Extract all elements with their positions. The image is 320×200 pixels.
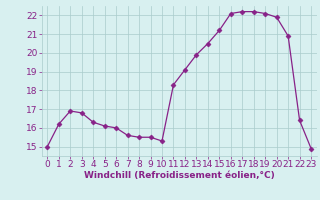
X-axis label: Windchill (Refroidissement éolien,°C): Windchill (Refroidissement éolien,°C) xyxy=(84,171,275,180)
